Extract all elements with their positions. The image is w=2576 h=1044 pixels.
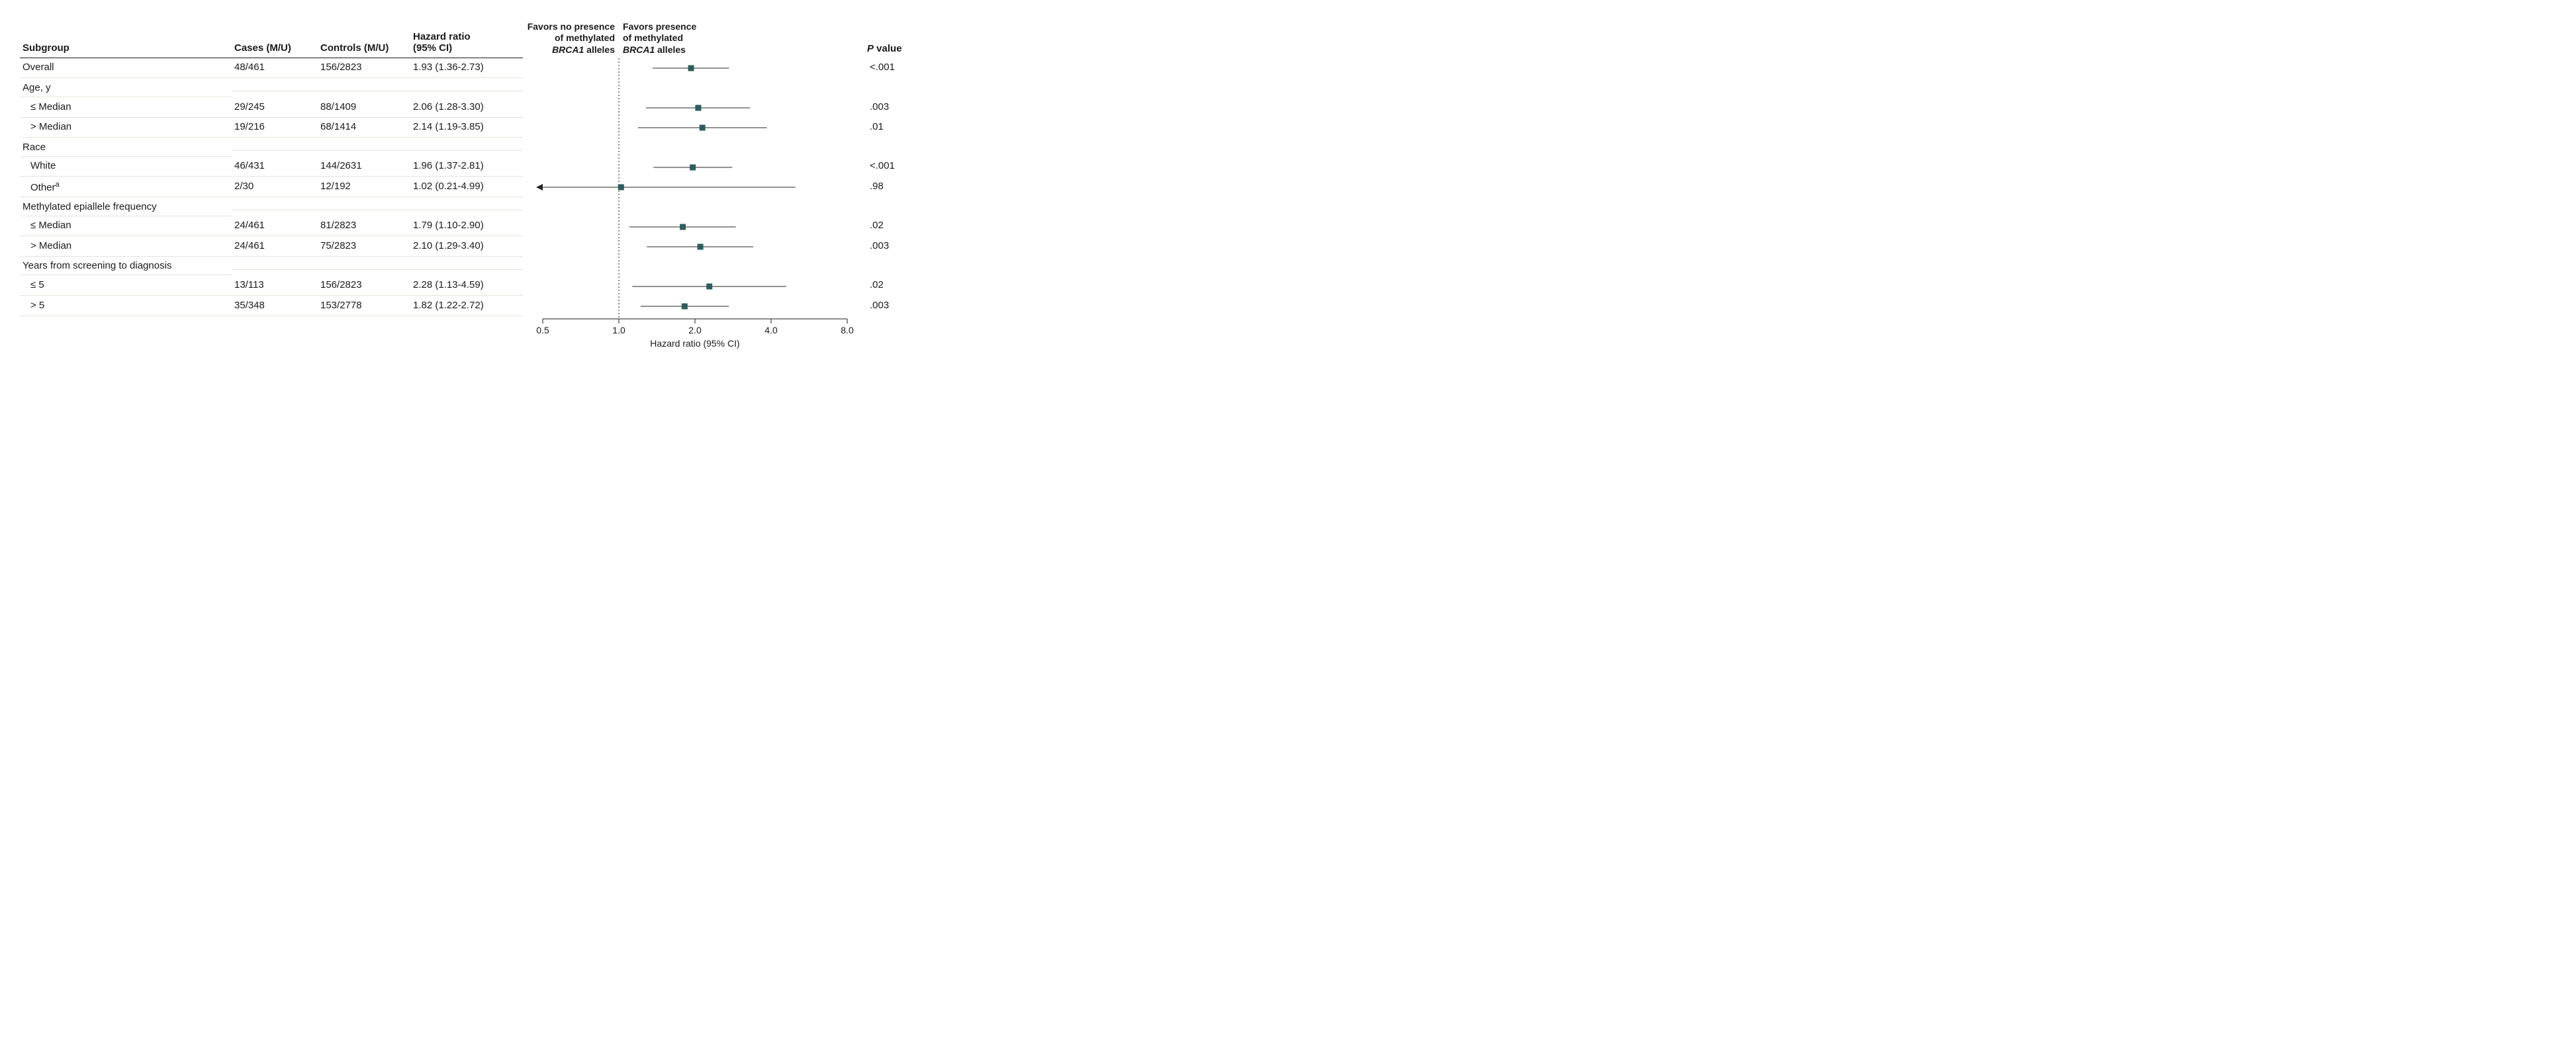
- hr-value: 2.14 (1.19-3.85): [410, 118, 523, 138]
- p-value: <.001: [867, 58, 927, 78]
- controls-value: 156/2823: [318, 58, 410, 78]
- category-label: Methylated epiallele frequency: [20, 198, 232, 216]
- p-value: .003: [867, 237, 927, 257]
- svg-text:0.5: 0.5: [536, 325, 549, 335]
- subgroup-label: ≤ 5: [20, 276, 232, 296]
- p-value: .02: [867, 276, 927, 296]
- subgroup-label: Othera: [20, 177, 232, 197]
- controls-value: 75/2823: [318, 237, 410, 257]
- hr-value: 1.82 (1.22-2.72): [410, 296, 523, 316]
- category-label: Age, y: [20, 79, 232, 97]
- cases-value: 24/461: [232, 237, 318, 257]
- hr-value: 2.10 (1.29-3.40): [410, 237, 523, 257]
- empty-cell: [867, 144, 927, 151]
- empty-cell: [410, 203, 523, 210]
- empty-cell: [232, 263, 318, 270]
- controls-value: 81/2823: [318, 216, 410, 236]
- subgroup-label: ≤ Median: [20, 98, 232, 118]
- col-header-hr: Hazard ratio(95% CI): [410, 28, 523, 58]
- p-value: .02: [867, 216, 927, 236]
- svg-text:4.0: 4.0: [764, 325, 778, 335]
- svg-text:2.0: 2.0: [688, 325, 702, 335]
- empty-cell: [318, 84, 410, 91]
- empty-cell: [867, 85, 927, 91]
- col-header-subgroup: Subgroup: [20, 40, 232, 58]
- empty-cell: [867, 204, 927, 210]
- empty-cell: [318, 144, 410, 151]
- empty-cell: [410, 144, 523, 151]
- category-label: Years from screening to diagnosis: [20, 257, 232, 275]
- hr-value: 1.93 (1.36-2.73): [410, 58, 523, 78]
- empty-cell: [410, 84, 523, 91]
- controls-value: 153/2778: [318, 296, 410, 316]
- category-label: Race: [20, 138, 232, 157]
- spacer: [20, 316, 523, 356]
- controls-value: 144/2631: [318, 157, 410, 177]
- cases-value: 29/245: [232, 98, 318, 118]
- svg-text:1.0: 1.0: [612, 325, 625, 335]
- empty-cell: [232, 84, 318, 91]
- subgroup-label: Overall: [20, 58, 232, 78]
- controls-value: 88/1409: [318, 98, 410, 118]
- hr-value: 1.96 (1.37-2.81): [410, 157, 523, 177]
- forest-plot-area: 0.51.02.04.08.0Hazard ratio (95% CI): [523, 58, 867, 316]
- controls-value: 12/192: [318, 177, 410, 197]
- subgroup-label: > Median: [20, 118, 232, 138]
- cases-value: 46/431: [232, 157, 318, 177]
- col-header-cases: Cases (M/U): [232, 40, 318, 58]
- empty-cell: [232, 203, 318, 210]
- controls-value: 156/2823: [318, 276, 410, 296]
- empty-cell: [867, 263, 927, 269]
- p-value: .01: [867, 118, 927, 138]
- controls-value: 68/1414: [318, 118, 410, 138]
- forest-plot-table: SubgroupCases (M/U)Controls (M/U)Hazard …: [20, 13, 2556, 356]
- empty-cell: [410, 263, 523, 270]
- empty-cell: [232, 144, 318, 151]
- subgroup-label: ≤ Median: [20, 216, 232, 236]
- cases-value: 19/216: [232, 118, 318, 138]
- p-value: .003: [867, 98, 927, 118]
- subgroup-label: White: [20, 157, 232, 177]
- hr-value: 1.79 (1.10-2.90): [410, 216, 523, 236]
- p-value: .98: [867, 177, 927, 197]
- hr-value: 1.02 (0.21-4.99): [410, 177, 523, 197]
- empty-cell: [318, 263, 410, 270]
- cases-value: 2/30: [232, 177, 318, 197]
- cases-value: 13/113: [232, 276, 318, 296]
- hr-value: 2.06 (1.28-3.30): [410, 98, 523, 118]
- svg-text:8.0: 8.0: [841, 325, 854, 335]
- subgroup-label: > Median: [20, 237, 232, 257]
- cases-value: 35/348: [232, 296, 318, 316]
- p-value: .003: [867, 296, 927, 316]
- empty-cell: [318, 203, 410, 210]
- cases-value: 24/461: [232, 216, 318, 236]
- cases-value: 48/461: [232, 58, 318, 78]
- col-header-controls: Controls (M/U): [318, 40, 410, 58]
- hr-value: 2.28 (1.13-4.59): [410, 276, 523, 296]
- col-header-pvalue: P value: [867, 43, 927, 58]
- spacer: [867, 316, 927, 356]
- p-value: <.001: [867, 157, 927, 177]
- subgroup-label: > 5: [20, 296, 232, 316]
- svg-text:Hazard ratio (95% CI): Hazard ratio (95% CI): [650, 338, 739, 349]
- plot-header-favors: Favors no presenceof methylatedBRCA1 all…: [523, 13, 867, 58]
